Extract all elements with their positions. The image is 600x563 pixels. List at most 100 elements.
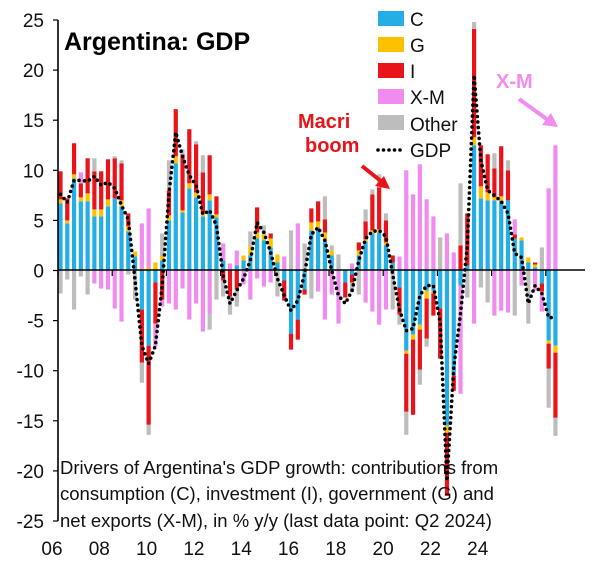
bar-segment-xm — [255, 270, 260, 279]
legend-swatch-c — [378, 11, 404, 26]
bar-segment-c — [166, 220, 172, 271]
bar-segment-c — [363, 241, 368, 271]
y-tick-label: -15 — [17, 412, 44, 433]
bar-segment-g — [410, 334, 416, 340]
bar-segment-c — [383, 245, 389, 271]
bar-segment-g — [533, 264, 538, 268]
bar-segment-g — [99, 209, 104, 217]
bar-segment-c — [526, 262, 531, 271]
bar-segment-g — [275, 254, 280, 263]
bar-segment-c — [153, 270, 158, 283]
bar-segment-other — [329, 245, 334, 251]
bar-segment-g — [132, 251, 138, 257]
bar-segment-c — [255, 238, 260, 271]
bar-segment-other — [471, 22, 477, 30]
bar-segment-c — [187, 188, 192, 271]
bar-segment-c — [173, 163, 178, 271]
bar-segment-other — [92, 158, 97, 172]
bar-segment-other — [417, 369, 422, 385]
bar-segment-other — [58, 270, 63, 294]
x-tick-label: 08 — [89, 539, 110, 560]
bar-segment-i — [349, 274, 355, 283]
bar-segment-other — [288, 230, 294, 271]
bar-segment-g — [404, 350, 409, 354]
bar-segment-g — [71, 174, 77, 179]
bar-segment-xm — [397, 256, 402, 271]
bar-segment-xm — [92, 270, 97, 284]
legend: C G I X-M Other GDP — [376, 10, 458, 162]
bar-segment-i — [200, 172, 205, 213]
bar-segment-xm — [200, 270, 205, 332]
annotation-macri-line2: boom — [305, 135, 359, 157]
bar-segment-xm — [512, 219, 517, 235]
bar-segment-c — [553, 270, 558, 346]
bar-segment-g — [322, 232, 328, 242]
bar-segment-g — [546, 340, 551, 344]
bar-segment-i — [417, 329, 422, 370]
bar-segment-i — [78, 183, 83, 198]
x-tick-label: 14 — [231, 539, 253, 560]
bar-segment-i — [499, 146, 504, 197]
legend-swatch-i — [378, 63, 404, 78]
bar-segment-other — [78, 270, 83, 277]
bar-segment-i — [390, 255, 395, 263]
bar-segment-other — [404, 411, 409, 435]
bar-segment-i — [553, 352, 558, 418]
annotation-xm-label: X-M — [496, 71, 533, 93]
bar-segment-g — [316, 221, 321, 228]
bar-segment-c — [471, 145, 477, 271]
bar-segment-other — [356, 270, 361, 295]
bar-segment-i — [234, 270, 239, 290]
bar-segment-other — [160, 233, 165, 256]
bar-segment-c — [234, 265, 239, 271]
bar-segment-xm — [241, 270, 246, 285]
bar-segment-g — [248, 246, 253, 256]
bar-segment-c — [505, 200, 511, 271]
legend-swatch-xm — [378, 89, 404, 104]
bar-segment-g — [214, 214, 219, 218]
bar-segment-c — [539, 270, 544, 284]
bar-segment-i — [126, 213, 131, 227]
bar-segment-xm — [444, 233, 450, 271]
bar-segment-g — [166, 215, 172, 221]
bar-segment-i — [383, 220, 389, 243]
legend-swatch-g — [378, 37, 404, 52]
bar-segment-other — [349, 282, 355, 293]
bar-segment-other — [363, 209, 368, 222]
bar-segment-g — [255, 232, 260, 239]
bar-segment-i — [65, 198, 70, 221]
y-tick-label: 0 — [33, 262, 44, 283]
bar-segment-i — [288, 333, 294, 350]
bar-segment-other — [512, 270, 517, 316]
bar-segment-xm — [282, 256, 287, 271]
bar-segment-xm — [370, 270, 375, 312]
bar-segment-c — [370, 233, 375, 271]
bar-segment-other — [85, 270, 90, 295]
bar-segment-c — [458, 270, 463, 286]
bar-segment-xm — [119, 270, 124, 322]
bar-segment-i — [139, 309, 144, 363]
bar-segment-c — [200, 216, 205, 271]
bar-segment-xm — [153, 323, 158, 347]
y-tick-label: 15 — [23, 111, 44, 132]
bar-segment-i — [166, 190, 172, 216]
bar-segment-i — [268, 233, 273, 239]
bar-segment-xm — [329, 270, 334, 295]
bar-segment-i — [465, 213, 470, 266]
bar-segment-xm — [451, 252, 456, 271]
bar-segment-other — [221, 280, 226, 297]
bar-segment-other — [126, 270, 131, 275]
bar-segment-i — [512, 234, 517, 239]
bar-segment-i — [214, 196, 219, 215]
bar-segment-g — [173, 156, 178, 164]
bar-segment-c — [309, 230, 314, 271]
y-tick-label: -5 — [27, 312, 44, 333]
bar-segment-i — [309, 208, 314, 223]
bar-segment-g — [417, 324, 422, 330]
bar-segment-xm — [139, 223, 144, 269]
bar-segment-c — [132, 256, 138, 271]
y-tick-label: -20 — [17, 462, 44, 483]
bar-segment-i — [458, 245, 463, 271]
bar-segment-c — [410, 270, 416, 335]
bars-layer — [58, 22, 558, 496]
